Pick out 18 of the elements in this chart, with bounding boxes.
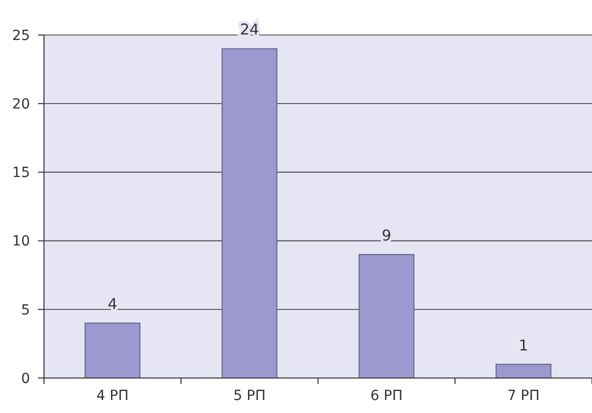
y-tick-label: 20 (12, 96, 30, 112)
y-tick-label: 0 (21, 370, 30, 387)
bar (496, 364, 552, 378)
y-tick-label: 10 (12, 234, 30, 250)
x-tick-label: 7 РП (507, 388, 540, 404)
y-tick-label: 5 (21, 302, 30, 318)
data-label: 1 (518, 336, 528, 354)
bar (84, 322, 140, 378)
bar (358, 254, 414, 378)
x-tick-label: 5 РП (233, 388, 266, 404)
data-label: 24 (240, 20, 260, 39)
data-label: 9 (382, 226, 392, 245)
y-tick-label: 15 (12, 165, 30, 182)
x-tick-label: 4 РП (96, 388, 129, 404)
x-tick-label: 6 РП (370, 388, 403, 404)
bar (222, 48, 278, 378)
y-tick-label: 25 (12, 28, 30, 44)
data-label: 4 (108, 295, 118, 314)
